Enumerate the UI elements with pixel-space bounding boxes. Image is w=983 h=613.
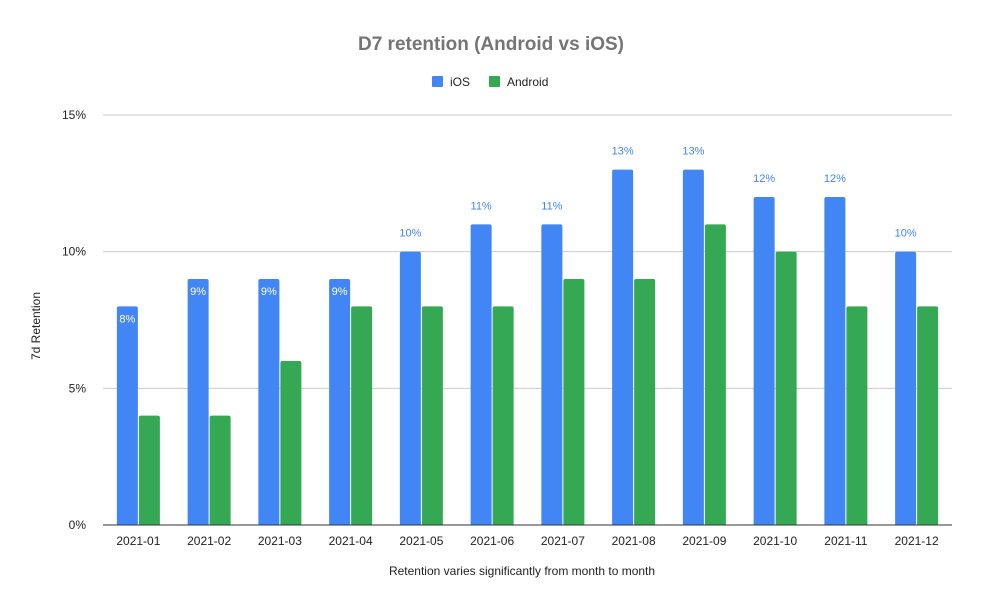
data-label-ios: 10% <box>399 228 421 240</box>
data-label-ios: 9% <box>332 286 348 298</box>
x-tick-label: 2021-11 <box>824 534 867 548</box>
legend-swatch-ios <box>432 76 443 87</box>
x-axis-ticks: 2021-01 2021-02 2021-03 2021-04 2021-05 2021-… <box>116 534 939 548</box>
bar-android <box>421 306 443 525</box>
y-tick-label: 5% <box>69 381 87 395</box>
legend-label-ios: iOS <box>450 75 470 89</box>
y-tick-label: 15% <box>62 108 86 122</box>
bar-android <box>634 279 656 525</box>
bar-android <box>917 306 939 525</box>
data-label-ios: 9% <box>261 286 277 298</box>
data-label-ios: 9% <box>190 286 206 298</box>
y-axis-title: 7d Retention <box>29 292 43 360</box>
bar-ios <box>116 306 138 525</box>
y-tick-label: 0% <box>69 518 87 532</box>
bar-android <box>846 306 868 525</box>
x-tick-label: 2021-03 <box>258 534 302 548</box>
x-tick-label: 2021-01 <box>116 534 160 548</box>
bar-ios <box>541 224 563 526</box>
x-tick-label: 2021-04 <box>329 534 373 548</box>
data-label-ios: 8% <box>119 313 135 325</box>
data-label-ios: 10% <box>895 228 917 240</box>
bar-ios <box>824 197 846 525</box>
bar-android <box>775 251 797 525</box>
bar-android <box>209 415 231 525</box>
data-label-ios: 11% <box>471 200 492 212</box>
data-label-ios: 12% <box>824 173 846 185</box>
bars <box>116 169 939 526</box>
bar-ios <box>187 279 209 525</box>
x-axis-title: Retention varies significantly from mont… <box>389 564 655 578</box>
x-tick-label: 2021-06 <box>470 534 514 548</box>
bar-android <box>704 224 726 526</box>
bar-android <box>280 361 302 525</box>
x-tick-label: 2021-10 <box>753 534 797 548</box>
data-label-ios: 13% <box>682 146 704 158</box>
bar-ios <box>895 251 917 525</box>
gridlines <box>103 114 952 389</box>
x-tick-label: 2021-07 <box>541 534 585 548</box>
bar-ios <box>470 224 492 526</box>
x-tick-label: 2021-08 <box>612 534 656 548</box>
bar-ios <box>258 279 280 525</box>
legend-label-android: Android <box>507 75 548 89</box>
bar-ios <box>612 169 634 525</box>
bar-android <box>563 279 585 525</box>
chart-title: D7 retention (Android vs iOS) <box>358 34 624 55</box>
x-tick-label: 2021-02 <box>187 534 231 548</box>
bar-ios <box>753 197 775 525</box>
x-tick-label: 2021-12 <box>895 534 939 548</box>
bar-ios <box>329 279 351 525</box>
bar-android <box>351 306 373 525</box>
x-tick-label: 2021-09 <box>682 534 726 548</box>
bar-ios <box>399 251 421 525</box>
data-label-ios: 11% <box>541 200 562 212</box>
data-label-ios: 12% <box>753 173 775 185</box>
data-label-ios: 13% <box>612 146 634 158</box>
bar-android <box>138 415 160 525</box>
y-axis-ticks: 0% 5% 10% 15% <box>62 108 86 532</box>
x-tick-label: 2021-05 <box>399 534 443 548</box>
y-tick-label: 10% <box>62 245 86 259</box>
data-labels: 8% 9% 9% 9% 10% 11% 11% 13% 13% 12% 12% 10% <box>119 146 916 326</box>
bar-ios <box>682 169 704 525</box>
bar-android <box>492 306 514 525</box>
legend-swatch-android <box>489 76 500 87</box>
legend: iOS Android <box>432 75 548 89</box>
